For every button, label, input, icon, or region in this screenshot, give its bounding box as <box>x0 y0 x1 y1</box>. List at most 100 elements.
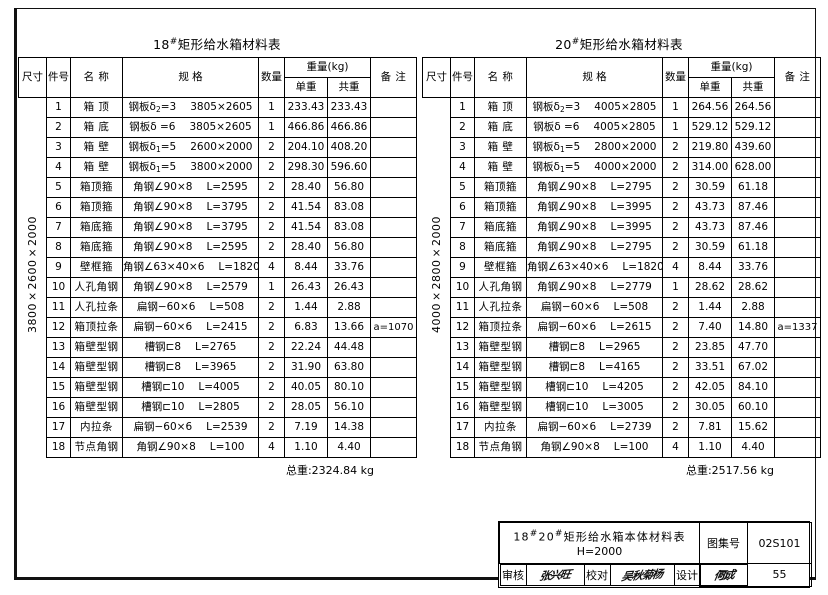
cell-name: 箱 壁 <box>474 137 527 158</box>
row-dimension-label: 3800×2600×2000 <box>18 97 47 458</box>
cell-total-weight: 264.56 <box>730 97 776 118</box>
cell-spec: 角钢∠90×8 L=100 <box>526 437 663 458</box>
cell-part-no: 10 <box>46 277 71 298</box>
table-row: 14 箱壁型钢 槽钢⊏8 L=3965 2 31.90 63.80 <box>19 357 418 378</box>
cell-remark <box>370 417 418 438</box>
header-dimension: 尺寸 <box>422 57 451 98</box>
cell-qty: 1 <box>662 117 689 138</box>
cell-total-weight: 233.43 <box>326 97 372 118</box>
cell-part-no: 17 <box>46 417 71 438</box>
cell-spec: 扁钢−60×6 L=508 <box>122 297 259 318</box>
cell-total-weight: 33.76 <box>326 257 372 278</box>
cell-unit-weight: 7.19 <box>284 417 328 438</box>
cell-qty: 4 <box>662 437 689 458</box>
cell-name: 箱壁型钢 <box>474 357 527 378</box>
cell-part-no: 6 <box>450 197 475 218</box>
cell-unit-weight: 204.10 <box>284 137 328 158</box>
material-table-18-total: 总重:2324.84 kg <box>285 464 374 477</box>
cell-spec: 扁钢−60×6 L=2615 <box>526 317 663 338</box>
table-title-prefix: 20 <box>555 37 572 52</box>
cell-spec: 槽钢⊏10 L=2805 <box>122 397 259 418</box>
cell-part-no: 17 <box>450 417 475 438</box>
cell-qty: 2 <box>258 337 285 358</box>
cell-name: 箱壁型钢 <box>474 397 527 418</box>
cell-remark: a=1337 <box>774 317 822 338</box>
cell-remark <box>774 157 822 178</box>
material-table-18-body: 尺寸 件号名 称规 格数量 重量(kg) 备 注单重 共重 3800×2600×2000 1… <box>18 57 418 458</box>
cell-remark <box>370 197 418 218</box>
check-signature: 吴秋菊杨 <box>609 564 675 586</box>
cell-remark <box>370 137 418 158</box>
table-row: 6 箱顶箍 角钢∠90×8 L=3995 2 43.73 87.46 <box>423 197 822 218</box>
cell-spec: 槽钢⊏10 L=4205 <box>526 377 663 398</box>
cell-qty: 2 <box>662 177 689 198</box>
cell-total-weight: 56.80 <box>326 237 372 258</box>
cell-remark <box>774 137 822 158</box>
table-row: 17 内拉条 扁钢−60×6 L=2739 2 7.81 15.62 <box>423 417 822 438</box>
cell-total-weight: 2.88 <box>730 297 776 318</box>
cell-qty: 2 <box>662 297 689 318</box>
header-dimension: 尺寸 <box>18 57 47 98</box>
cell-name: 节点角钢 <box>474 437 527 458</box>
cell-spec: 扁钢−60×6 L=2415 <box>122 317 259 338</box>
header-weight-group: 重量(kg) <box>687 57 776 78</box>
cell-part-no: 3 <box>450 137 475 158</box>
cell-part-no: 7 <box>450 217 475 238</box>
cell-unit-weight: 264.56 <box>688 97 732 118</box>
cell-unit-weight: 233.43 <box>284 97 328 118</box>
cell-unit-weight: 41.54 <box>284 197 328 218</box>
cell-spec: 扁钢−60×6 L=508 <box>526 297 663 318</box>
table-row: 3800×2600×2000 1 箱 顶钢板δ2=3 3805×2605 1 233.43… <box>18 97 418 458</box>
cell-part-no: 10 <box>450 277 475 298</box>
header-part-no: 件号 <box>46 57 71 98</box>
cell-remark <box>370 297 418 318</box>
material-table-20: 尺寸 件号名 称规 格数量 重量(kg) 备 注单重 共重 4000×2800×2000 1… <box>422 57 822 458</box>
cell-unit-weight: 1.44 <box>688 297 732 318</box>
cell-total-weight: 83.08 <box>326 197 372 218</box>
cell-part-no: 3 <box>46 137 71 158</box>
cell-total-weight: 28.62 <box>730 277 776 298</box>
cell-unit-weight: 33.51 <box>688 357 732 378</box>
cell-name: 箱底箍 <box>474 217 527 238</box>
cell-unit-weight: 30.59 <box>688 237 732 258</box>
row-dimension-label: 4000×2800×2000 <box>422 97 451 458</box>
cell-total-weight: 596.60 <box>326 157 372 178</box>
cell-spec: 扁钢−60×6 L=2539 <box>122 417 259 438</box>
cell-qty: 2 <box>662 157 689 178</box>
cell-qty: 2 <box>662 237 689 258</box>
dimension-text: 4000×2800×2000 <box>429 215 443 333</box>
header-remark: 备 注 <box>370 57 418 98</box>
cell-unit-weight: 28.62 <box>688 277 732 298</box>
cell-part-no: 5 <box>450 177 475 198</box>
cell-name: 箱顶拉条 <box>474 317 527 338</box>
cell-spec: 槽钢⊏10 L=4005 <box>122 377 259 398</box>
table-row: 14 箱壁型钢 槽钢⊏8 L=4165 2 33.51 67.02 <box>423 357 822 378</box>
cell-name: 内拉条 <box>70 417 123 438</box>
cell-unit-weight: 31.90 <box>284 357 328 378</box>
table-row: 15 箱壁型钢 槽钢⊏10 L=4005 2 40.05 80.10 <box>19 377 418 398</box>
cell-name: 箱 壁 <box>474 157 527 178</box>
table-row: 11 人孔拉条 扁钢−60×6 L=508 2 1.44 2.88 <box>423 297 822 318</box>
page-number: 55 <box>747 563 812 587</box>
cell-part-no: 11 <box>46 297 71 318</box>
cell-part-no: 9 <box>450 257 475 278</box>
cell-qty: 2 <box>662 317 689 338</box>
cell-spec: 钢板δ1=5 2600×2000 <box>122 137 259 158</box>
material-table-20-block: 20#矩形给水箱材料表 尺寸 件号名 称规 格数量 重量(kg) 备 注单重 共重 400… <box>422 34 822 478</box>
cell-remark <box>774 257 822 278</box>
cell-qty: 2 <box>258 417 285 438</box>
cell-part-no: 16 <box>450 397 475 418</box>
cell-part-no: 13 <box>46 337 71 358</box>
table-row: 8 箱底箍 角钢∠90×8 L=2595 2 28.40 56.80 <box>19 237 418 258</box>
material-table-18: 尺寸 件号名 称规 格数量 重量(kg) 备 注单重 共重 3800×2600×2000 1… <box>18 57 418 458</box>
cell-qty: 2 <box>662 357 689 378</box>
cell-total-weight: 60.10 <box>730 397 776 418</box>
header-qty: 数量 <box>258 57 285 98</box>
cell-part-no: 5 <box>46 177 71 198</box>
cell-name: 箱底箍 <box>70 237 123 258</box>
cell-remark <box>370 377 418 398</box>
cell-part-no: 8 <box>46 237 71 258</box>
table-row: 12 箱顶拉条 扁钢−60×6 L=2615 2 7.40 14.80 a=1337 <box>423 317 822 338</box>
cell-total-weight: 4.40 <box>326 437 372 458</box>
